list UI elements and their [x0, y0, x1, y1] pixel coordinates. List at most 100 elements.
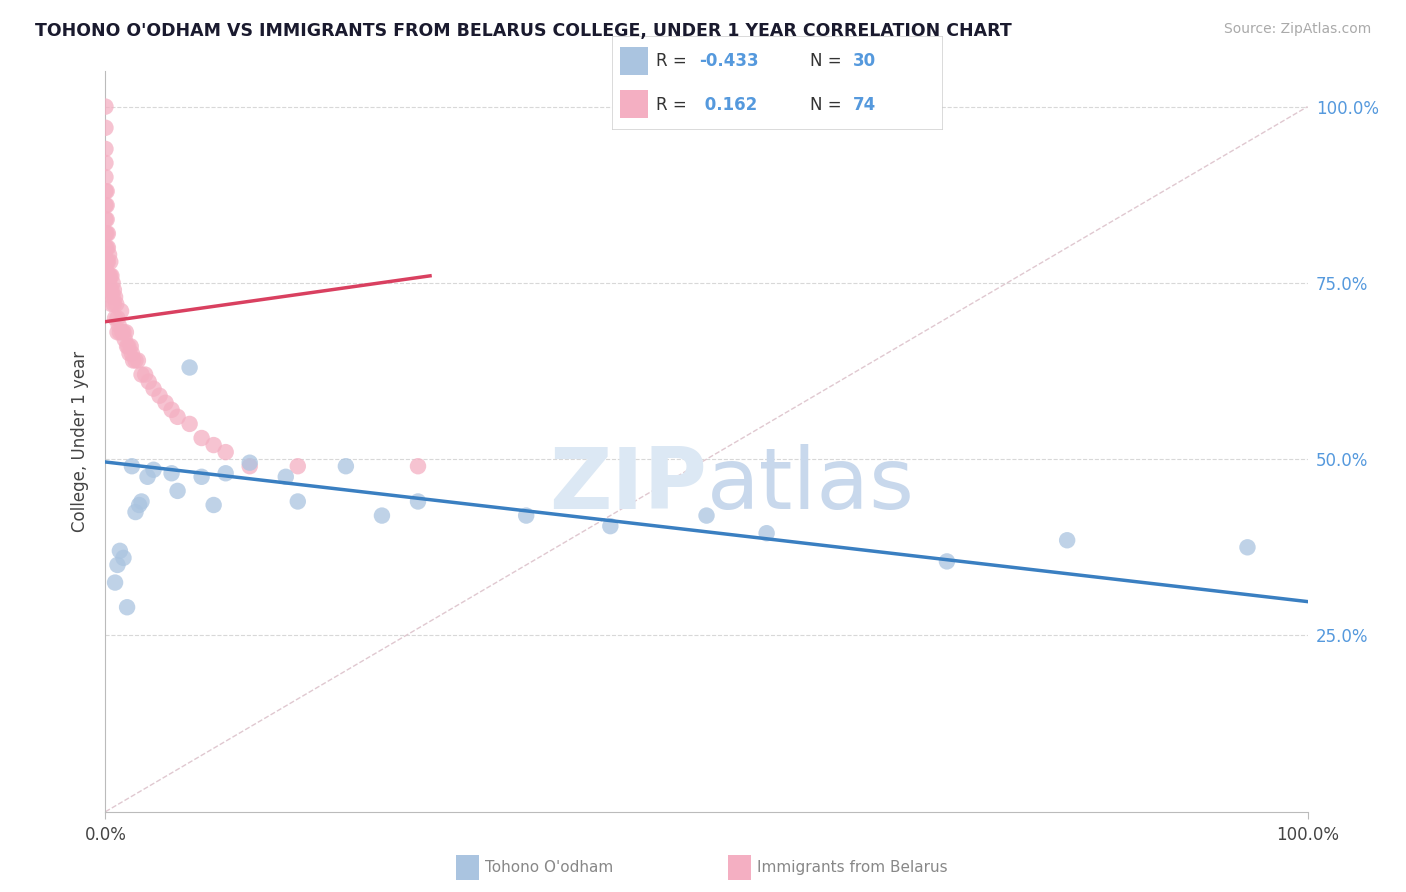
Point — [128, 498, 150, 512]
Point — [96, 268, 118, 283]
Point — [131, 494, 153, 508]
Point — [107, 318, 129, 333]
Point — [1056, 533, 1078, 548]
Point — [190, 431, 212, 445]
Point — [97, 227, 120, 241]
Point — [239, 456, 262, 470]
Point — [110, 304, 132, 318]
Point — [120, 339, 142, 353]
Point — [179, 360, 201, 375]
Point — [94, 251, 117, 265]
Point — [94, 241, 117, 255]
Text: N =: N = — [810, 95, 846, 113]
Point — [98, 248, 121, 262]
Text: Tohono O'odham: Tohono O'odham — [485, 860, 613, 875]
Point — [94, 261, 117, 276]
Point — [98, 268, 121, 283]
Point — [239, 459, 262, 474]
Point — [142, 463, 165, 477]
FancyBboxPatch shape — [456, 855, 479, 880]
Point — [97, 268, 120, 283]
Point — [96, 212, 118, 227]
Point — [94, 212, 117, 227]
Point — [115, 339, 138, 353]
Point — [287, 459, 309, 474]
Text: Source: ZipAtlas.com: Source: ZipAtlas.com — [1223, 22, 1371, 37]
Point — [114, 332, 136, 346]
Point — [599, 519, 621, 533]
Point — [105, 297, 128, 311]
Point — [122, 353, 145, 368]
Point — [111, 325, 134, 339]
Point — [160, 402, 183, 417]
Point — [97, 283, 120, 297]
Point — [94, 156, 117, 170]
Point — [127, 353, 149, 368]
Point — [96, 254, 118, 268]
Point — [107, 325, 129, 339]
Point — [94, 184, 117, 198]
Point — [96, 184, 118, 198]
Point — [214, 467, 236, 481]
Point — [101, 290, 124, 304]
Point — [98, 276, 121, 290]
Text: R =: R = — [657, 95, 692, 113]
FancyBboxPatch shape — [728, 855, 751, 880]
Point — [121, 459, 143, 474]
Point — [100, 297, 122, 311]
Point — [755, 526, 778, 541]
Point — [112, 325, 135, 339]
Point — [100, 268, 122, 283]
Point — [94, 268, 117, 283]
Point — [202, 438, 225, 452]
Text: R =: R = — [657, 53, 692, 70]
Point — [103, 297, 125, 311]
Text: atlas: atlas — [707, 444, 914, 527]
Text: TOHONO O'ODHAM VS IMMIGRANTS FROM BELARUS COLLEGE, UNDER 1 YEAR CORRELATION CHAR: TOHONO O'ODHAM VS IMMIGRANTS FROM BELARU… — [35, 22, 1012, 40]
Point — [160, 467, 183, 481]
Point — [274, 470, 297, 484]
Point — [142, 382, 165, 396]
Text: 74: 74 — [853, 95, 876, 113]
Point — [202, 498, 225, 512]
Point — [406, 494, 429, 508]
Point — [287, 494, 309, 508]
Point — [94, 142, 117, 156]
Point — [94, 120, 117, 135]
Point — [98, 283, 121, 297]
Point — [108, 325, 131, 339]
Text: 30: 30 — [853, 53, 876, 70]
Point — [117, 339, 139, 353]
Point — [166, 409, 188, 424]
Point — [515, 508, 537, 523]
Point — [96, 227, 118, 241]
Text: ZIP: ZIP — [548, 444, 707, 527]
Point — [1236, 541, 1258, 555]
Point — [134, 368, 156, 382]
Text: Immigrants from Belarus: Immigrants from Belarus — [758, 860, 948, 875]
Point — [115, 325, 138, 339]
Point — [148, 389, 170, 403]
Point — [94, 276, 117, 290]
Point — [118, 346, 141, 360]
Point — [94, 198, 117, 212]
FancyBboxPatch shape — [620, 90, 648, 118]
Point — [121, 346, 143, 360]
Point — [94, 227, 117, 241]
Point — [96, 198, 118, 212]
Point — [138, 375, 160, 389]
Point — [115, 600, 138, 615]
Point — [104, 311, 127, 326]
Text: 0.162: 0.162 — [699, 95, 758, 113]
Point — [190, 470, 212, 484]
Point — [124, 353, 146, 368]
Point — [108, 544, 131, 558]
Point — [131, 368, 153, 382]
Point — [936, 554, 959, 568]
FancyBboxPatch shape — [620, 47, 648, 76]
Text: -0.433: -0.433 — [699, 53, 759, 70]
Point — [94, 170, 117, 185]
Y-axis label: College, Under 1 year: College, Under 1 year — [72, 351, 90, 533]
Point — [98, 268, 121, 283]
Point — [97, 241, 120, 255]
